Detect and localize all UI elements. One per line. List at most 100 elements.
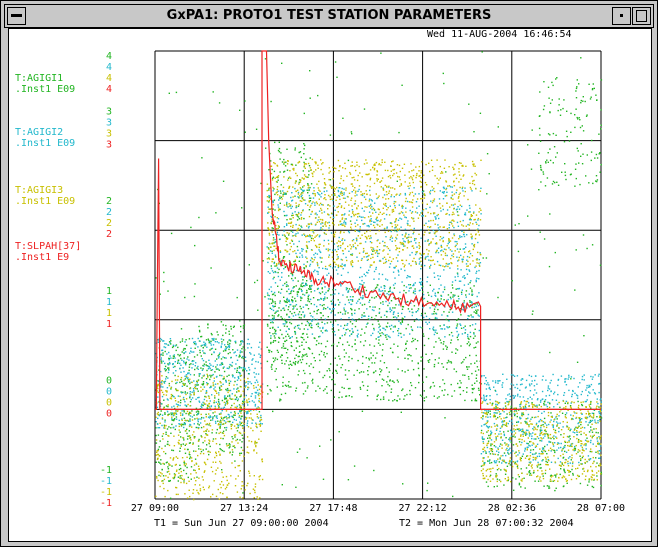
data-point xyxy=(377,331,380,333)
data-point xyxy=(173,418,175,421)
data-point xyxy=(283,170,286,173)
data-point xyxy=(261,460,264,463)
minimize-button[interactable] xyxy=(612,7,631,25)
data-point xyxy=(446,368,448,370)
data-point xyxy=(461,333,464,335)
data-point xyxy=(175,413,178,415)
data-point xyxy=(201,344,203,346)
data-point xyxy=(162,475,165,477)
data-point xyxy=(214,348,217,350)
data-point xyxy=(340,318,342,320)
data-point xyxy=(221,471,223,474)
data-point xyxy=(491,431,493,434)
data-point xyxy=(466,209,468,211)
title-bar[interactable]: GxPA1: PROTO1 TEST STATION PARAMETERS xyxy=(4,4,654,28)
maximize-button[interactable] xyxy=(632,7,651,25)
data-point xyxy=(251,393,253,395)
data-point xyxy=(191,360,193,363)
data-point xyxy=(437,299,439,302)
data-point xyxy=(382,187,384,189)
data-point xyxy=(553,438,555,440)
data-point xyxy=(256,496,258,498)
data-point xyxy=(435,251,437,254)
data-point xyxy=(380,371,382,373)
data-point xyxy=(586,154,588,156)
data-point xyxy=(232,398,234,400)
data-point xyxy=(474,398,477,400)
data-point xyxy=(230,423,232,426)
data-point xyxy=(259,425,261,427)
data-point xyxy=(542,448,544,450)
data-point xyxy=(294,297,296,300)
data-point xyxy=(576,397,579,399)
data-point xyxy=(440,284,442,286)
data-point xyxy=(505,398,507,400)
data-point xyxy=(188,338,191,340)
data-point xyxy=(468,204,471,207)
data-point xyxy=(467,223,469,226)
data-point xyxy=(495,461,497,464)
data-point xyxy=(393,287,396,289)
data-point xyxy=(420,356,422,358)
data-point xyxy=(418,193,420,195)
data-point xyxy=(339,223,342,226)
data-point xyxy=(561,463,563,465)
data-point xyxy=(168,351,170,354)
data-point xyxy=(461,293,463,295)
data-point xyxy=(195,362,197,364)
data-point xyxy=(474,382,476,384)
data-point xyxy=(314,204,316,206)
data-point xyxy=(169,497,172,499)
data-point xyxy=(539,439,541,442)
data-point xyxy=(351,253,354,255)
data-point xyxy=(275,333,277,335)
data-point xyxy=(435,313,438,315)
data-point xyxy=(170,412,172,414)
data-point xyxy=(255,444,257,447)
data-point xyxy=(414,193,417,195)
data-point xyxy=(409,284,412,286)
data-point xyxy=(460,327,463,329)
data-point xyxy=(254,376,256,378)
data-point xyxy=(557,442,559,444)
data-point xyxy=(385,296,387,298)
data-point xyxy=(441,191,444,193)
data-point xyxy=(222,350,225,352)
data-point xyxy=(447,393,449,396)
data-point xyxy=(227,399,229,401)
data-point xyxy=(580,99,582,102)
data-point xyxy=(488,384,490,386)
window-menu-button[interactable] xyxy=(7,7,26,25)
data-point xyxy=(242,437,244,439)
data-point xyxy=(300,336,302,338)
data-point xyxy=(470,301,473,303)
data-point xyxy=(191,426,193,428)
data-point xyxy=(196,489,198,492)
data-point xyxy=(330,294,332,296)
data-point xyxy=(370,237,372,239)
data-point xyxy=(260,182,262,185)
data-point xyxy=(420,237,422,239)
data-point xyxy=(172,477,174,479)
data-point xyxy=(538,420,541,422)
data-point xyxy=(538,452,540,455)
data-point xyxy=(577,400,579,403)
data-point xyxy=(239,344,241,346)
data-point xyxy=(274,294,276,297)
data-point xyxy=(555,399,558,401)
data-point xyxy=(212,461,214,463)
data-point xyxy=(577,386,579,388)
data-point xyxy=(308,323,311,325)
data-point xyxy=(336,364,338,366)
data-point xyxy=(567,462,569,465)
data-point xyxy=(334,357,336,359)
data-point xyxy=(537,425,539,427)
data-point xyxy=(258,401,261,403)
data-point xyxy=(389,336,391,339)
data-point xyxy=(233,402,235,405)
data-point xyxy=(283,309,286,311)
data-point xyxy=(466,255,469,258)
data-point xyxy=(576,431,578,433)
data-point xyxy=(472,316,474,318)
data-point xyxy=(427,360,429,362)
